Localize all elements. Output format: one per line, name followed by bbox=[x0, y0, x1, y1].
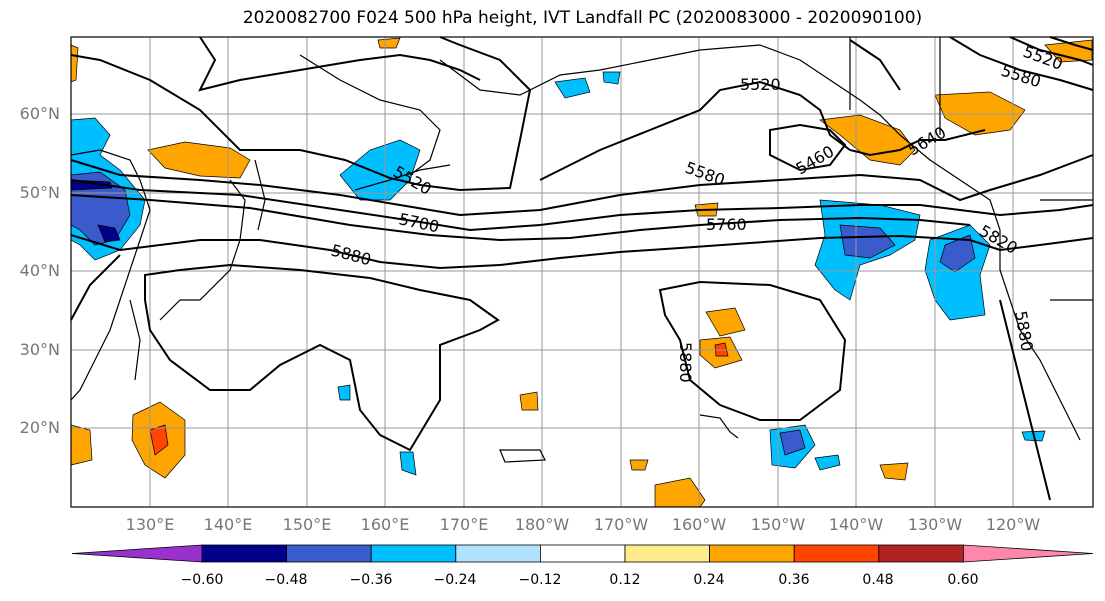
lat-label: 50°N bbox=[19, 183, 60, 202]
lon-label: 150°E bbox=[282, 515, 332, 534]
shade-blob bbox=[377, 37, 401, 49]
colorbar-extend-max bbox=[963, 544, 1094, 563]
shade-blob bbox=[839, 224, 896, 259]
height-contours bbox=[70, 36, 1094, 501]
shade-blob bbox=[519, 391, 539, 411]
lon-label: 140°W bbox=[828, 515, 884, 534]
map-background bbox=[71, 37, 1093, 507]
shade-blob bbox=[337, 384, 351, 401]
lat-label: 30°N bbox=[19, 340, 60, 359]
lon-label: 130°E bbox=[125, 515, 175, 534]
colorbar-segment bbox=[878, 544, 964, 563]
lon-label: 160°W bbox=[671, 515, 727, 534]
shade-blob bbox=[654, 477, 706, 508]
contour-label: 5760 bbox=[706, 215, 747, 234]
shade-blob bbox=[554, 77, 591, 99]
shade-blob bbox=[97, 224, 121, 243]
lon-label: 170°E bbox=[439, 515, 489, 534]
shade-blob bbox=[147, 141, 251, 179]
lon-label: 120°W bbox=[985, 515, 1041, 534]
colorbar-segment bbox=[201, 544, 287, 563]
colorbar-tick-label: −0.48 bbox=[264, 572, 308, 588]
shade-blob bbox=[629, 459, 649, 471]
lon-label: 140°E bbox=[203, 515, 253, 534]
colorbar-segment bbox=[540, 544, 626, 563]
shade-blob bbox=[814, 454, 841, 471]
shade-blob bbox=[602, 71, 621, 85]
map-border bbox=[70, 36, 1094, 508]
contour-label: 5880 bbox=[676, 342, 695, 383]
graticule bbox=[71, 37, 1093, 507]
shade-blob bbox=[879, 462, 909, 481]
colorbar-segment bbox=[286, 544, 372, 563]
colorbar-segment bbox=[455, 544, 541, 563]
lon-label: 170°W bbox=[593, 515, 649, 534]
colorbar-tick-label: −0.36 bbox=[349, 572, 393, 588]
shade-blob bbox=[779, 429, 806, 456]
lat-label: 60°N bbox=[19, 104, 60, 123]
coastlines bbox=[70, 37, 1093, 463]
colorbar-segment bbox=[624, 544, 710, 563]
ivt-shading bbox=[70, 37, 1093, 508]
shade-blob bbox=[399, 451, 417, 476]
contour-label: 5520 bbox=[740, 75, 781, 94]
colorbar-tick-label: 0.36 bbox=[778, 572, 810, 588]
colorbar-tick-label: −0.12 bbox=[518, 572, 562, 588]
colorbar-extend-min bbox=[71, 544, 203, 563]
lon-label: 150°W bbox=[750, 515, 806, 534]
lon-label: 160°E bbox=[360, 515, 410, 534]
shade-blob bbox=[819, 114, 916, 166]
colorbar-tick-label: −0.60 bbox=[180, 572, 224, 588]
map-title: 2020082700 F024 500 hPa height, IVT Land… bbox=[242, 8, 923, 28]
colorbar-segment bbox=[370, 544, 457, 563]
colorbar-tick-label: 0.48 bbox=[862, 572, 894, 588]
lon-label: 180°W bbox=[514, 515, 570, 534]
shade-blob bbox=[70, 424, 93, 466]
colorbar-tick-label: 0.12 bbox=[609, 572, 641, 588]
colorbar-tick-label: 0.24 bbox=[693, 572, 725, 588]
colorbar-segment bbox=[709, 544, 795, 563]
lat-label: 20°N bbox=[19, 418, 60, 437]
lon-label: 130°W bbox=[907, 515, 963, 534]
shade-blob bbox=[705, 307, 746, 337]
lat-label: 40°N bbox=[19, 261, 60, 280]
shade-blob bbox=[924, 224, 991, 321]
colorbar bbox=[71, 544, 1094, 563]
colorbar-tick-label: −0.24 bbox=[433, 572, 477, 588]
colorbar-tick-label: 0.60 bbox=[947, 572, 979, 588]
shade-blob bbox=[939, 234, 976, 273]
shade-blob bbox=[149, 424, 169, 456]
colorbar-segment bbox=[793, 544, 880, 563]
